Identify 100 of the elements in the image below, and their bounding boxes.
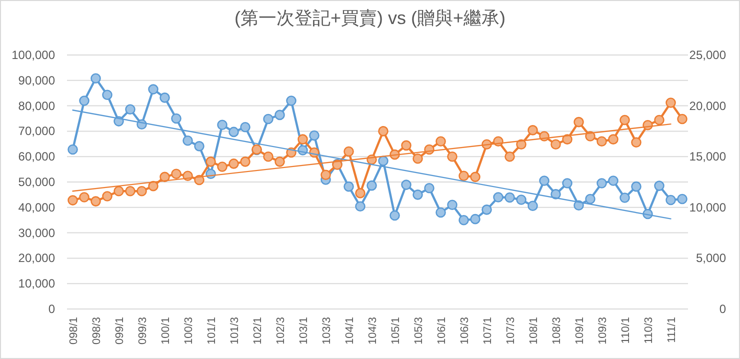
x-tick-label: 105/1 — [390, 317, 402, 345]
point — [194, 141, 204, 152]
x-tick-label: 109/1 — [574, 317, 586, 345]
point — [320, 170, 331, 180]
point — [631, 181, 642, 192]
point — [401, 140, 412, 151]
point — [148, 180, 158, 192]
point — [228, 158, 239, 169]
point — [447, 151, 458, 162]
point — [562, 178, 572, 188]
point — [171, 113, 182, 124]
point — [550, 139, 561, 150]
point — [620, 114, 630, 126]
point — [447, 200, 458, 210]
y-tick-label: 60,000 — [18, 150, 56, 164]
point — [160, 92, 170, 103]
y-tick-label: 100,000 — [12, 48, 56, 62]
point — [90, 196, 101, 206]
point — [458, 170, 469, 182]
point — [309, 130, 320, 141]
point — [528, 200, 538, 212]
point — [504, 151, 515, 162]
y2-tick-label: 5,000 — [696, 251, 726, 266]
x-tick-label: 103/3 — [320, 317, 333, 345]
point — [424, 182, 434, 194]
point — [102, 90, 112, 100]
point — [344, 181, 354, 192]
point — [378, 156, 388, 166]
y2-tick-label: 10,000 — [689, 200, 726, 214]
point — [436, 207, 446, 218]
point — [401, 180, 412, 190]
point — [493, 192, 504, 202]
chart-title: (第一次登記+買賣) vs (贈與+繼承) — [234, 8, 506, 28]
x-tick-label: 110/3 — [642, 317, 655, 344]
point — [631, 137, 642, 148]
x-tick-label: 101/3 — [228, 317, 241, 345]
point — [470, 214, 480, 224]
x-tick-label: 102/3 — [274, 317, 287, 345]
x-tick-label: 109/3 — [596, 317, 609, 345]
point — [654, 180, 664, 191]
point — [90, 73, 101, 84]
point — [596, 136, 607, 147]
point — [412, 153, 423, 164]
x-tick-label: 111/1 — [666, 317, 678, 343]
x-tick-label: 106/1 — [436, 317, 448, 345]
point — [125, 104, 136, 115]
y-tick-label: 50,000 — [18, 175, 56, 189]
point — [228, 126, 239, 138]
y2-tick-label: 20,000 — [689, 98, 726, 113]
y-tick-label: 80,000 — [18, 98, 56, 113]
point — [148, 84, 158, 94]
point — [68, 195, 78, 206]
x-tick-label: 107/3 — [504, 317, 517, 345]
point — [217, 120, 228, 130]
point — [436, 136, 446, 147]
point — [171, 168, 182, 180]
y2-tick-label: 0 — [719, 302, 726, 316]
x-tick-label: 100/1 — [160, 317, 172, 345]
x-tick-label: 099/3 — [136, 317, 149, 345]
y2-tick-label: 15,000 — [689, 150, 726, 164]
point — [355, 188, 366, 198]
x-tick-label: 104/3 — [366, 317, 379, 345]
point — [596, 178, 607, 188]
point — [240, 156, 250, 167]
point — [666, 194, 676, 206]
point — [516, 194, 526, 205]
point — [298, 134, 308, 144]
point — [114, 186, 124, 196]
x-tick-label: 100/3 — [182, 317, 195, 345]
point — [68, 144, 78, 155]
x-tick-label: 107/1 — [482, 317, 494, 345]
point — [217, 162, 228, 172]
point — [482, 204, 492, 215]
point — [102, 191, 112, 202]
point — [677, 194, 688, 204]
point — [366, 180, 377, 191]
y-tick-label: 70,000 — [18, 124, 56, 138]
point — [677, 114, 688, 124]
x-tick-label: 101/1 — [206, 317, 218, 345]
point — [585, 194, 596, 204]
y-tick-label: 30,000 — [18, 226, 56, 240]
point — [136, 186, 147, 196]
point — [458, 214, 469, 226]
point — [274, 156, 285, 167]
point — [182, 135, 193, 146]
y-tick-label: 90,000 — [18, 73, 56, 88]
point — [470, 172, 480, 182]
x-tick-label: 103/1 — [298, 317, 310, 345]
point — [608, 176, 618, 186]
x-tick-label: 098/1 — [68, 317, 80, 345]
point — [206, 156, 216, 167]
x-tick-label: 108/1 — [528, 317, 540, 345]
point — [79, 96, 90, 106]
point — [574, 116, 584, 128]
point — [344, 146, 354, 157]
y-tick-label: 20,000 — [18, 251, 56, 266]
point — [286, 96, 296, 106]
point — [528, 125, 538, 136]
x-tick-label: 104/1 — [344, 317, 356, 345]
point — [654, 114, 664, 126]
